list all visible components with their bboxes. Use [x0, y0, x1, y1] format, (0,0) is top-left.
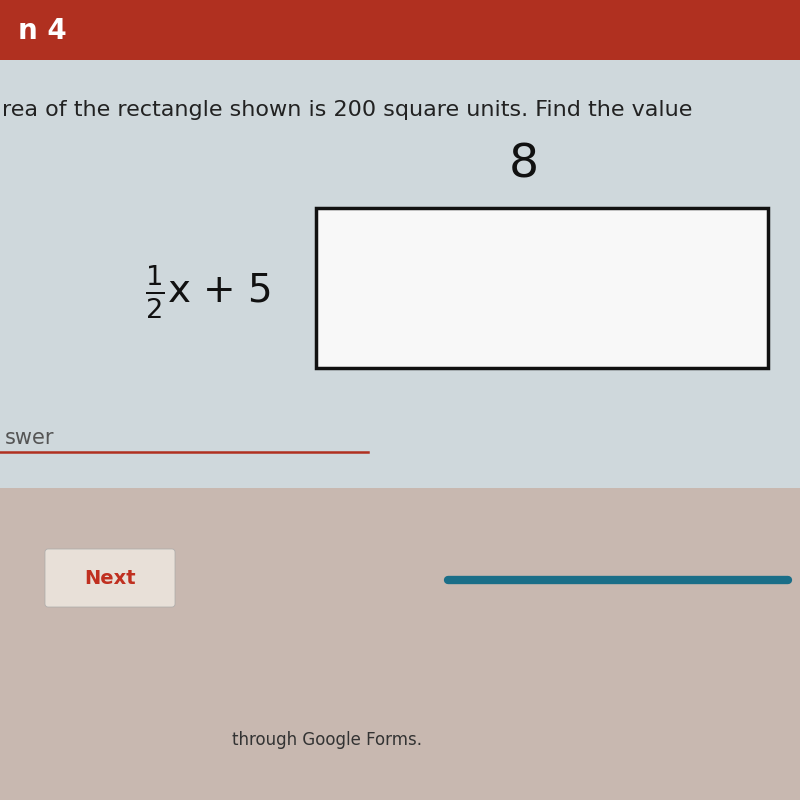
Bar — [316, 208, 768, 368]
FancyBboxPatch shape — [45, 549, 175, 607]
Text: n 4: n 4 — [18, 18, 66, 45]
Text: 8: 8 — [509, 143, 539, 188]
Text: through Google Forms.: through Google Forms. — [232, 731, 422, 749]
Text: $\frac{1}{2}$x + 5: $\frac{1}{2}$x + 5 — [145, 263, 271, 321]
Bar — [0, 488, 800, 800]
Text: swer: swer — [5, 429, 54, 448]
Text: rea of the rectangle shown is 200 square units. Find the value: rea of the rectangle shown is 200 square… — [2, 100, 692, 120]
Text: Next: Next — [84, 569, 136, 587]
Bar — [0, 0, 800, 60]
